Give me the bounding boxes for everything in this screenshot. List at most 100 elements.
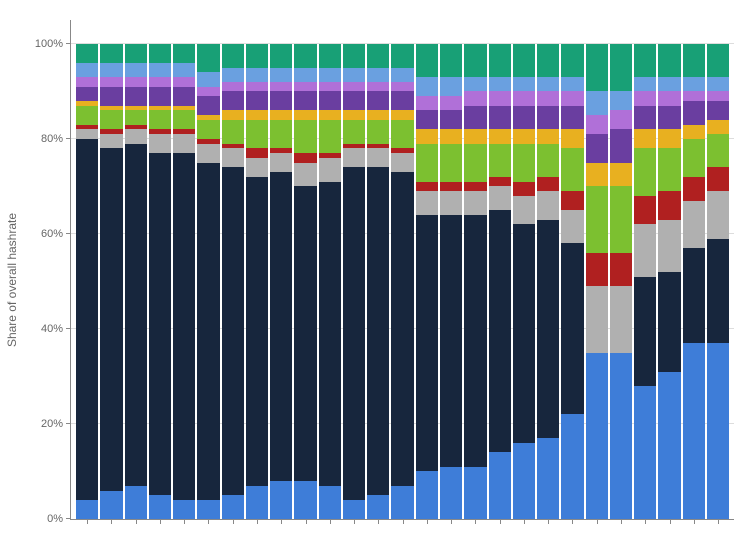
bar-column [440,20,462,519]
bar-segment [561,243,583,414]
bar-segment [658,191,680,220]
bar-segment [173,63,195,77]
bar-segment [513,77,535,91]
bar-segment [440,44,462,77]
bar-segment [537,144,559,177]
bar-segment [149,44,171,63]
bar-segment [391,91,413,110]
bar-segment [707,44,729,77]
bar-segment [270,120,292,149]
bar-segment [197,144,219,163]
bar-segment [125,44,147,63]
x-tick-mark [136,519,137,524]
x-tick-mark [475,519,476,524]
bar-segment [513,196,535,225]
bar-segment [586,286,608,353]
bar-segment [197,87,219,97]
bar-segment [683,77,705,91]
bar-segment [707,191,729,239]
bar-segment [391,153,413,172]
bar-segment [343,167,365,500]
bar-segment [683,44,705,77]
bar-segment [464,191,486,215]
bar-segment [464,129,486,143]
bar-segment [440,467,462,519]
bar-segment [586,134,608,163]
bar-segment [561,129,583,148]
bar-segment [149,63,171,77]
bar-segment [197,72,219,86]
bar-segment [634,224,656,276]
bar-segment [586,163,608,187]
bar-segment [658,106,680,130]
bar-segment [440,96,462,110]
bar-segment [464,182,486,192]
bar-segment [270,172,292,481]
bar-segment [537,177,559,191]
bar-segment [125,486,147,519]
bar-segment [586,186,608,253]
bar-segment [173,500,195,519]
bar-segment [343,82,365,92]
bar-segment [658,372,680,519]
bar-segment [634,91,656,105]
bar-segment [343,68,365,82]
bar-segment [343,500,365,519]
bar-segment [634,386,656,519]
bar-segment [319,91,341,110]
x-tick-mark [111,519,112,524]
bar-segment [634,77,656,91]
bar-segment [683,125,705,139]
bar-segment [222,68,244,82]
bar-segment [343,110,365,120]
bar-segment [149,495,171,519]
bar-segment [586,91,608,115]
bar-segment [76,44,98,63]
bar-segment [197,120,219,139]
bar-segment [294,481,316,519]
bar-segment [658,129,680,148]
bar-segment [270,68,292,82]
bar-segment [100,63,122,77]
bar-segment [489,91,511,105]
bar-segment [270,110,292,120]
bar-segment [125,77,147,87]
bar-segment [707,91,729,101]
bar-segment [561,106,583,130]
bar-segment [610,286,632,353]
bar-segment [513,443,535,519]
bar-segment [270,481,292,519]
bar-segment [367,120,389,144]
bar-segment [416,44,438,77]
bar-segment [707,167,729,191]
bar-segment [707,239,729,344]
bar-segment [246,158,268,177]
bar-segment [464,77,486,91]
y-tick-mark [66,138,71,139]
bar-segment [513,106,535,130]
bar-segment [658,77,680,91]
x-tick-mark [403,519,404,524]
bar-column [270,20,292,519]
y-tick-mark [66,43,71,44]
bar-segment [100,148,122,490]
bar-segment [391,110,413,120]
bar-segment [173,110,195,129]
bar-segment [197,163,219,500]
bar-segment [537,44,559,77]
bar-segment [125,63,147,77]
bar-segment [610,44,632,92]
bar-segment [343,148,365,167]
bar-segment [367,82,389,92]
x-tick-mark [427,519,428,524]
x-tick-mark [621,519,622,524]
bar-segment [100,87,122,106]
bar-segment [343,91,365,110]
bar-segment [537,77,559,91]
bar-segment [610,353,632,519]
bar-segment [343,120,365,144]
bar-segment [440,144,462,182]
bar-segment [149,134,171,153]
bar-segment [76,87,98,101]
x-tick-mark [354,519,355,524]
